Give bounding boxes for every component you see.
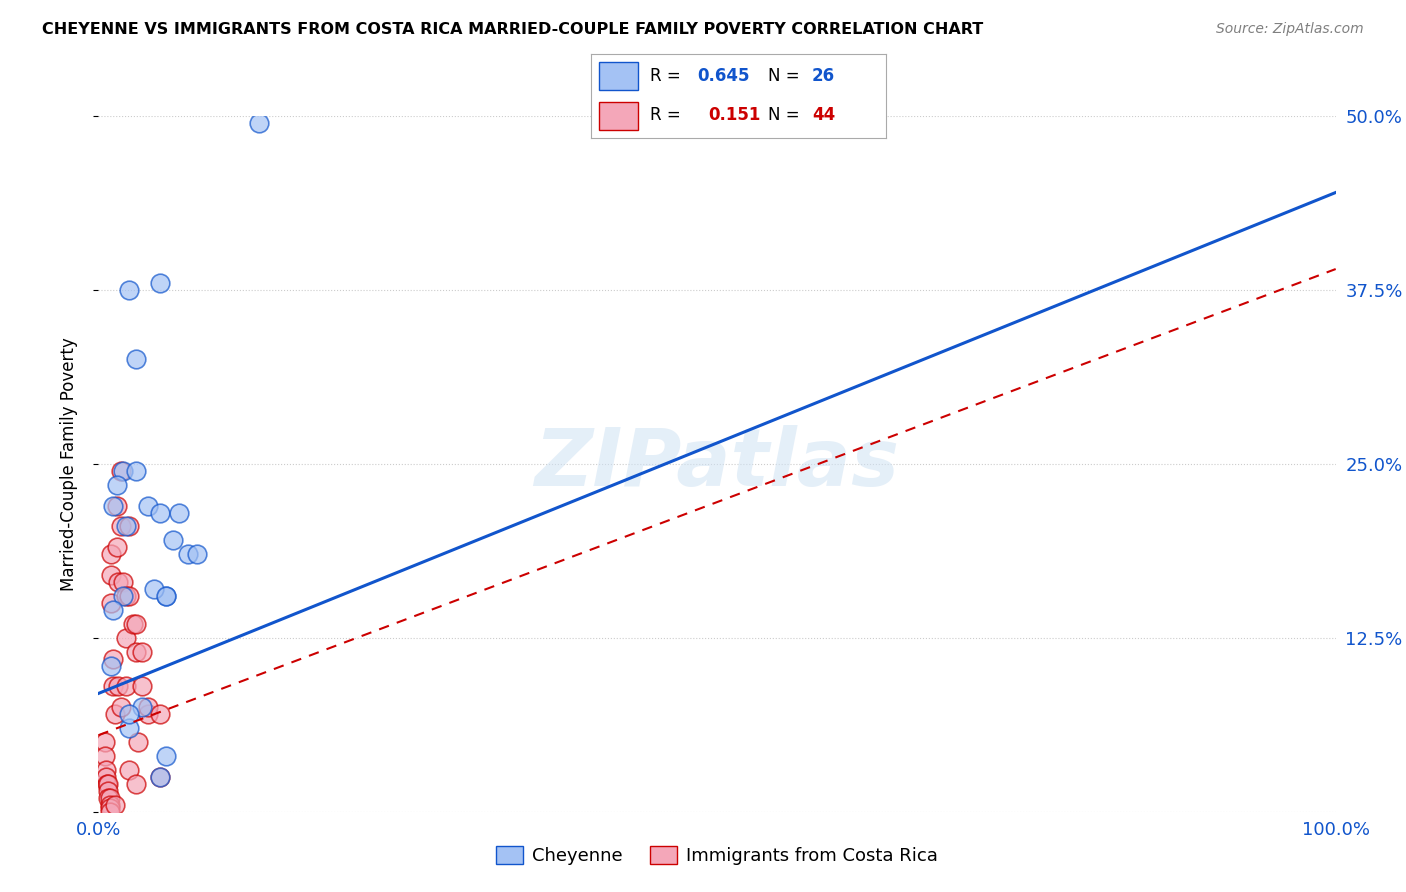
- Point: [100, 596, 122, 610]
- Point: [136, 499, 159, 513]
- Text: 26: 26: [813, 67, 835, 85]
- Point: [98, 805, 121, 819]
- Point: [149, 707, 172, 722]
- Point: [97, 790, 120, 805]
- Point: [96, 777, 118, 791]
- Point: [131, 680, 153, 694]
- Point: [127, 735, 149, 749]
- Text: R =: R =: [650, 106, 690, 124]
- Point: [118, 763, 141, 777]
- Point: [100, 547, 122, 561]
- Point: [98, 800, 121, 814]
- Point: [98, 797, 121, 812]
- Point: [155, 749, 177, 764]
- Point: [114, 589, 136, 603]
- Point: [110, 700, 132, 714]
- Text: R =: R =: [650, 67, 686, 85]
- Point: [112, 464, 135, 478]
- Point: [110, 464, 132, 478]
- Point: [103, 707, 125, 722]
- Text: 0.645: 0.645: [697, 67, 749, 85]
- Text: N =: N =: [768, 67, 804, 85]
- Point: [98, 790, 121, 805]
- Point: [103, 603, 125, 617]
- Point: [124, 777, 146, 791]
- Point: [100, 658, 122, 673]
- Point: [97, 784, 120, 798]
- Point: [162, 533, 184, 548]
- Point: [118, 283, 141, 297]
- Point: [112, 589, 135, 603]
- Point: [124, 616, 146, 631]
- Point: [100, 568, 122, 582]
- Point: [131, 645, 153, 659]
- Point: [247, 116, 270, 130]
- Point: [103, 797, 125, 812]
- Point: [186, 547, 208, 561]
- Point: [105, 499, 128, 513]
- Text: ZIPatlas: ZIPatlas: [534, 425, 900, 503]
- Point: [136, 707, 159, 722]
- Point: [149, 770, 172, 784]
- Point: [155, 589, 177, 603]
- Text: N =: N =: [768, 106, 804, 124]
- Point: [155, 589, 177, 603]
- Point: [114, 519, 136, 533]
- Point: [131, 700, 153, 714]
- Point: [124, 352, 146, 367]
- Point: [94, 770, 117, 784]
- Point: [149, 506, 172, 520]
- Point: [124, 464, 146, 478]
- Point: [107, 680, 129, 694]
- FancyBboxPatch shape: [599, 62, 638, 90]
- Point: [105, 477, 128, 491]
- Point: [143, 582, 166, 596]
- Point: [110, 519, 132, 533]
- Point: [167, 506, 190, 520]
- Point: [122, 616, 145, 631]
- Point: [118, 707, 141, 722]
- FancyBboxPatch shape: [599, 102, 638, 130]
- Point: [103, 499, 125, 513]
- Point: [149, 770, 172, 784]
- Point: [118, 721, 141, 735]
- Point: [94, 763, 117, 777]
- Text: CHEYENNE VS IMMIGRANTS FROM COSTA RICA MARRIED-COUPLE FAMILY POVERTY CORRELATION: CHEYENNE VS IMMIGRANTS FROM COSTA RICA M…: [42, 22, 983, 37]
- Point: [176, 547, 198, 561]
- Text: 44: 44: [813, 106, 835, 124]
- Point: [114, 631, 136, 645]
- Point: [97, 777, 120, 791]
- Point: [149, 276, 172, 290]
- Point: [103, 680, 125, 694]
- Point: [114, 680, 136, 694]
- Point: [93, 735, 115, 749]
- Point: [105, 541, 128, 555]
- Text: Source: ZipAtlas.com: Source: ZipAtlas.com: [1216, 22, 1364, 37]
- Point: [118, 519, 141, 533]
- Legend: Cheyenne, Immigrants from Costa Rica: Cheyenne, Immigrants from Costa Rica: [489, 838, 945, 872]
- Point: [103, 651, 125, 665]
- Point: [93, 749, 115, 764]
- Point: [107, 575, 129, 590]
- Point: [112, 575, 135, 590]
- Text: 0.151: 0.151: [709, 106, 761, 124]
- Point: [136, 700, 159, 714]
- Point: [124, 645, 146, 659]
- Y-axis label: Married-Couple Family Poverty: Married-Couple Family Poverty: [59, 337, 77, 591]
- Point: [118, 589, 141, 603]
